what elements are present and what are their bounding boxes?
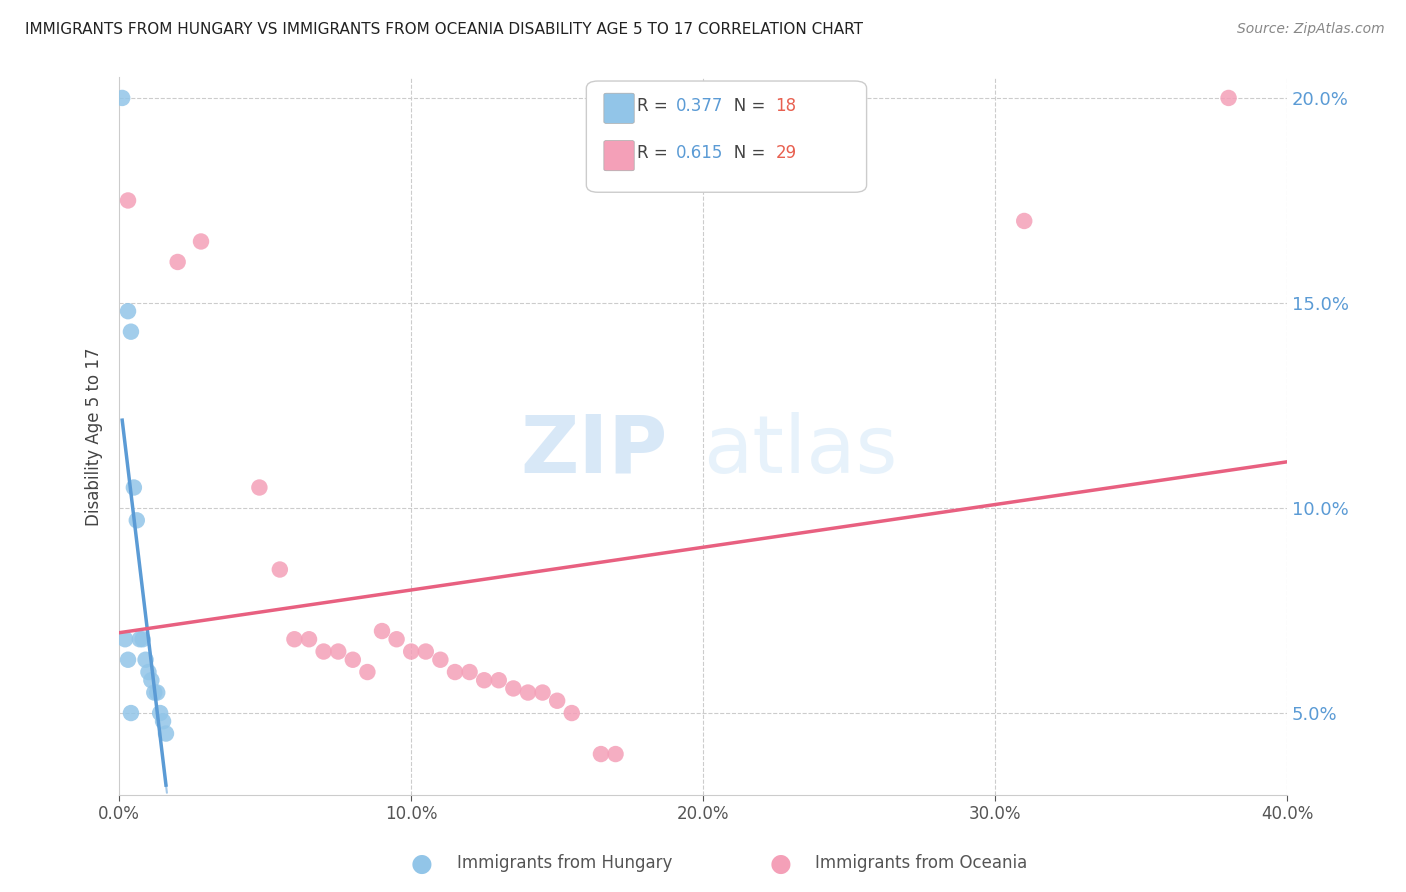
Point — [458, 665, 481, 679]
Text: Immigrants from Oceania: Immigrants from Oceania — [815, 855, 1028, 872]
Point — [138, 665, 160, 679]
Point — [488, 673, 510, 688]
Point — [356, 665, 378, 679]
Text: IMMIGRANTS FROM HUNGARY VS IMMIGRANTS FROM OCEANIA DISABILITY AGE 5 TO 17 CORREL: IMMIGRANTS FROM HUNGARY VS IMMIGRANTS FR… — [25, 22, 863, 37]
Point — [605, 747, 627, 761]
Point — [1012, 214, 1035, 228]
Point — [135, 653, 157, 667]
Point — [117, 304, 139, 318]
Point — [385, 632, 408, 647]
Point — [546, 694, 568, 708]
Point — [399, 644, 422, 658]
Point — [143, 685, 166, 699]
Point — [128, 632, 150, 647]
Text: 0.615: 0.615 — [676, 144, 724, 161]
FancyBboxPatch shape — [586, 81, 866, 193]
Point — [531, 685, 554, 699]
Text: Source: ZipAtlas.com: Source: ZipAtlas.com — [1237, 22, 1385, 37]
Point — [111, 91, 134, 105]
Point — [125, 513, 148, 527]
Text: 0.377: 0.377 — [676, 97, 724, 115]
Point — [120, 325, 142, 339]
Point — [149, 706, 172, 720]
Text: ZIP: ZIP — [520, 411, 668, 490]
Text: N =: N = — [718, 144, 770, 161]
Point — [122, 481, 145, 495]
Text: ●: ● — [411, 852, 433, 875]
Point — [502, 681, 524, 696]
Point — [328, 644, 350, 658]
Point — [155, 726, 177, 740]
Y-axis label: Disability Age 5 to 17: Disability Age 5 to 17 — [86, 347, 103, 525]
Text: ●: ● — [769, 852, 792, 875]
Point — [415, 644, 437, 658]
Point — [589, 747, 612, 761]
Text: 29: 29 — [776, 144, 797, 161]
Point — [371, 624, 394, 638]
Text: R =: R = — [637, 97, 672, 115]
Point — [472, 673, 495, 688]
Point — [166, 255, 188, 269]
Point — [298, 632, 321, 647]
Point — [444, 665, 467, 679]
Point — [283, 632, 305, 647]
Text: R =: R = — [637, 144, 672, 161]
Point — [114, 632, 136, 647]
FancyBboxPatch shape — [603, 141, 634, 170]
Point — [247, 481, 270, 495]
Point — [312, 644, 335, 658]
Text: 18: 18 — [776, 97, 797, 115]
Point — [146, 685, 169, 699]
Point — [517, 685, 540, 699]
Point — [117, 653, 139, 667]
Point — [342, 653, 364, 667]
Point — [1218, 91, 1240, 105]
Point — [429, 653, 451, 667]
Point — [117, 194, 139, 208]
Point — [269, 562, 291, 576]
Point — [141, 673, 163, 688]
Point — [190, 235, 212, 249]
FancyBboxPatch shape — [603, 94, 634, 123]
Point — [120, 706, 142, 720]
Point — [152, 714, 174, 729]
Text: Immigrants from Hungary: Immigrants from Hungary — [457, 855, 672, 872]
Point — [131, 632, 153, 647]
Text: N =: N = — [718, 97, 770, 115]
Point — [561, 706, 583, 720]
Text: atlas: atlas — [703, 411, 897, 490]
